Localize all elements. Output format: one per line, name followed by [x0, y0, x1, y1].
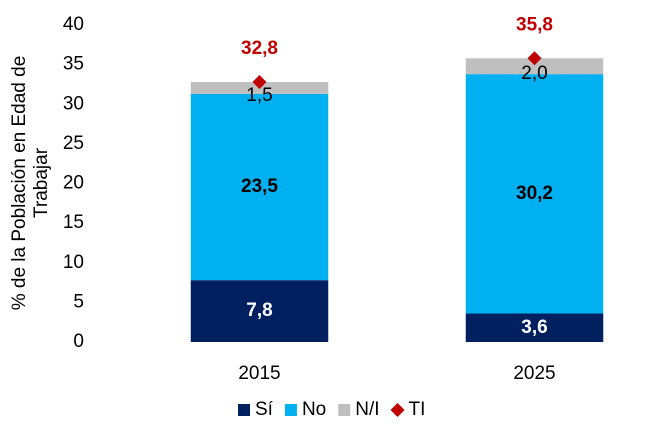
legend-label: No — [302, 399, 326, 420]
y-tick-label: 35 — [63, 54, 84, 75]
legend-label: TI — [409, 399, 426, 420]
bar-segment — [465, 313, 604, 342]
y-axis-label-line: Trabajar — [31, 147, 52, 218]
total-label: 35,8 — [516, 14, 553, 35]
legend-marker — [390, 403, 405, 417]
y-tick-label: 5 — [73, 291, 84, 312]
data-label: 1,5 — [246, 85, 272, 106]
data-label: 30,2 — [516, 183, 553, 204]
bar-segment — [190, 280, 329, 342]
x-tick-label: 2015 — [238, 363, 280, 384]
y-tick-label: 25 — [63, 133, 84, 154]
y-axis-label: % de la Población en Edad de Trabajar — [9, 56, 52, 311]
bar-segment — [465, 58, 604, 75]
data-label: 23,5 — [241, 176, 278, 197]
y-tick-label: 0 — [73, 331, 84, 352]
y-tick-label: 30 — [63, 93, 84, 114]
data-label: 7,8 — [246, 300, 272, 321]
y-tick-label: 20 — [63, 173, 84, 194]
bar-segment — [190, 93, 329, 281]
total-label: 32,8 — [241, 38, 278, 59]
total-marker — [527, 51, 542, 66]
legend-label: N/I — [355, 399, 379, 420]
y-tick-label: 15 — [63, 212, 84, 233]
bar-segment — [465, 74, 604, 314]
legend-swatch — [338, 404, 351, 416]
data-label: 3,6 — [521, 317, 547, 338]
y-tick-label: 40 — [63, 14, 84, 35]
y-axis-label-line: % de la Población en Edad de — [9, 56, 30, 311]
legend-label: Sí — [255, 399, 274, 420]
legend-swatch — [284, 404, 297, 416]
legend-swatch — [238, 404, 250, 416]
x-tick-label: 2025 — [513, 363, 555, 384]
total-marker — [252, 75, 267, 90]
y-tick-label: 10 — [63, 252, 84, 273]
data-label: 2,0 — [521, 63, 547, 84]
